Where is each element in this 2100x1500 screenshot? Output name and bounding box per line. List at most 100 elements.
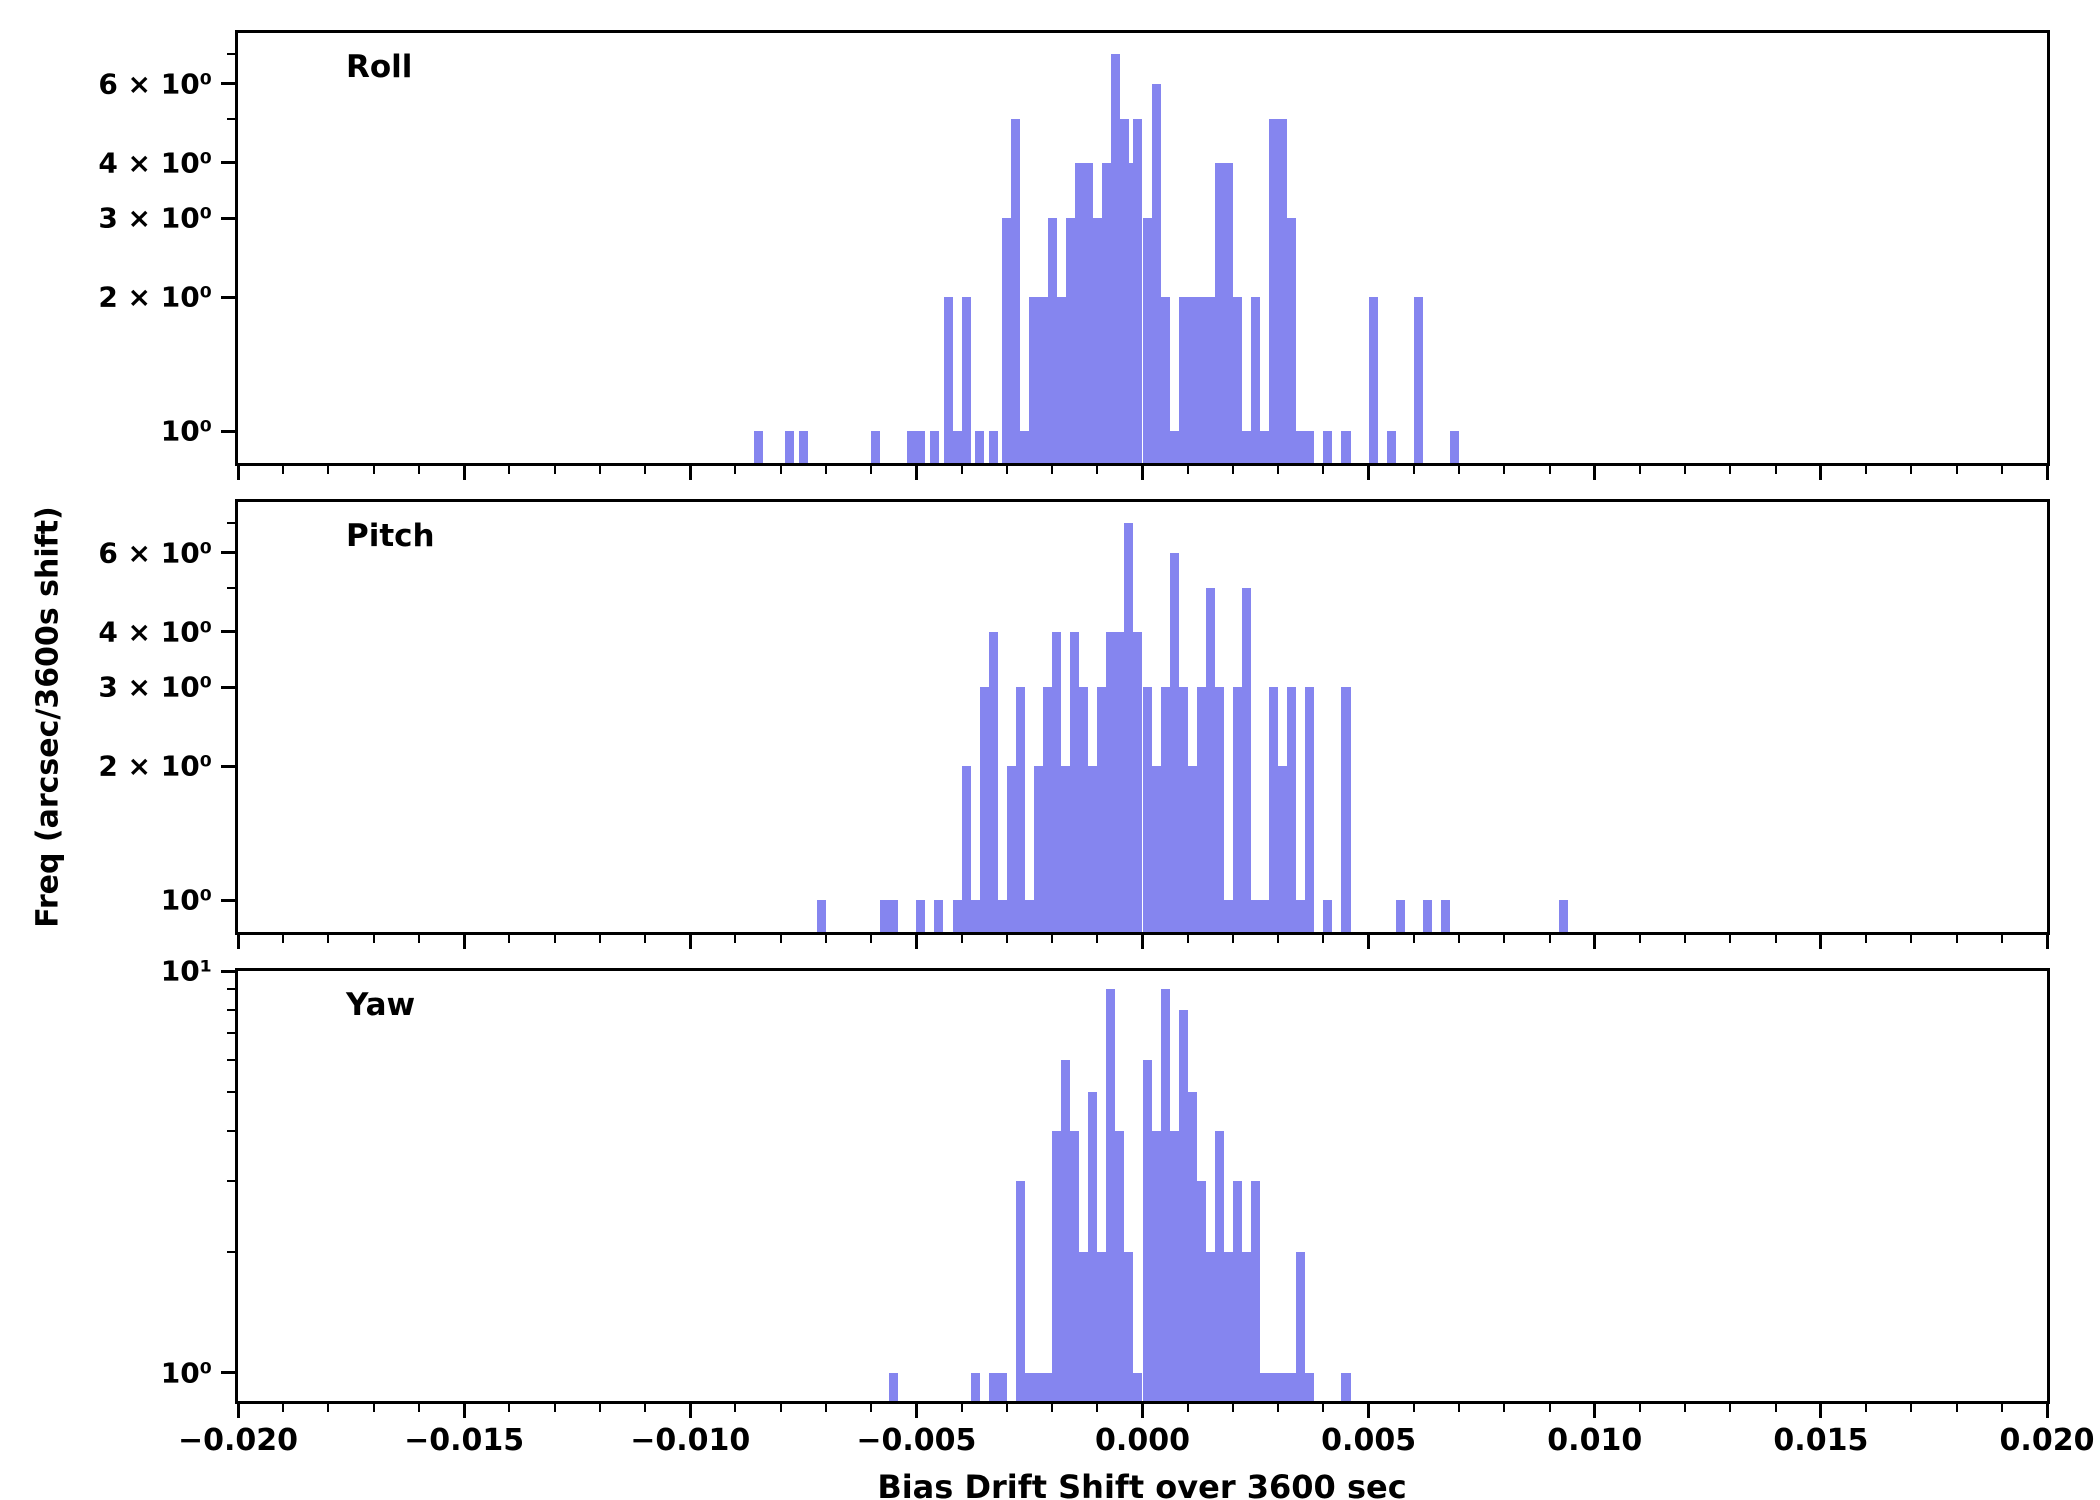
histogram-bar [1169, 1130, 1179, 1401]
x-tick-label: 0.000 [1095, 1423, 1190, 1458]
y-tick [221, 969, 235, 973]
histogram-bar [1323, 431, 1333, 463]
histogram-bar [1097, 1251, 1107, 1401]
histogram-bar [1011, 119, 1021, 463]
x-tick [1593, 1404, 1597, 1418]
histogram-bar [934, 900, 944, 932]
x-minor-tick [1865, 935, 1868, 943]
x-tick-label: 0.020 [1999, 1423, 2095, 1458]
x-tick [462, 466, 466, 480]
x-minor-tick [1005, 1404, 1008, 1412]
x-minor-tick [282, 935, 285, 943]
histogram-bar [1196, 687, 1206, 932]
histogram-bar [1052, 1130, 1062, 1401]
x-tick-label: 0.015 [1773, 1423, 1869, 1458]
x-tick [914, 1404, 918, 1418]
histogram-bar [952, 431, 962, 463]
histogram-bar [1278, 766, 1288, 932]
x-minor-tick [1051, 935, 1054, 943]
x-minor-tick [2000, 466, 2003, 474]
histogram-bar [1287, 218, 1297, 463]
histogram-bar [1074, 162, 1084, 463]
histogram-bar [1097, 687, 1107, 932]
x-minor-tick [598, 466, 601, 474]
x-minor-tick [644, 1404, 647, 1412]
histogram-bar [816, 900, 826, 932]
histogram-bar [1169, 431, 1179, 463]
x-minor-tick [417, 466, 420, 474]
histogram-bar [1178, 297, 1188, 463]
histogram-bar [1056, 297, 1066, 463]
histogram-bar [880, 900, 890, 932]
x-minor-tick [1412, 1404, 1415, 1412]
histogram-bar [1232, 297, 1242, 463]
panel-roll: Roll 10⁰ 2 × 10⁰ 3 × 10⁰ 4 × 10⁰ 6 × 10⁰ [98, 30, 2050, 480]
x-tick [2045, 466, 2049, 480]
x-minor-tick [1186, 1404, 1189, 1412]
x-minor-tick [1910, 935, 1913, 943]
x-minor-tick [1638, 935, 1641, 943]
y-minor-tick [227, 52, 235, 55]
y-tick [221, 295, 235, 299]
histogram-bar [1450, 431, 1460, 463]
histogram-bar [997, 1372, 1007, 1401]
histogram-bar [916, 431, 926, 463]
histogram-bar [1133, 631, 1143, 932]
histogram-bar [1558, 900, 1568, 932]
y-tick [221, 898, 235, 902]
x-minor-tick [1910, 1404, 1913, 1412]
histogram-bar [1083, 162, 1093, 463]
x-minor-tick [1684, 1404, 1687, 1412]
x-minor-tick [1548, 1404, 1551, 1412]
x-tick-label: −0.015 [404, 1423, 525, 1458]
x-minor-tick [1051, 466, 1054, 474]
x-minor-tick [960, 935, 963, 943]
y-tick-label: 6 × 10⁰ [98, 536, 212, 570]
histogram-bar [1323, 900, 1333, 932]
histogram-bar [1033, 766, 1043, 932]
y-tick [221, 429, 235, 433]
x-minor-tick [1638, 466, 1641, 474]
y-tick-label: 2 × 10⁰ [98, 749, 212, 783]
y-minor-tick [227, 521, 235, 524]
histogram-bar [1029, 297, 1039, 463]
histogram-bar [1061, 1060, 1071, 1401]
x-minor-tick [960, 466, 963, 474]
histogram-bar [1223, 900, 1233, 932]
x-minor-tick [372, 935, 375, 943]
x-minor-tick [1231, 466, 1234, 474]
histogram-bar [1115, 1130, 1125, 1401]
histogram-bar [1440, 900, 1451, 932]
x-minor-tick [1774, 466, 1777, 474]
histogram-bar [1386, 431, 1396, 463]
x-tick [236, 935, 240, 949]
x-tick [2045, 935, 2049, 949]
y-minor-tick [227, 1250, 235, 1253]
x-tick [1819, 1404, 1823, 1418]
x-tick-label: 0.010 [1547, 1423, 1643, 1458]
x-tick [236, 466, 240, 480]
x-minor-tick [960, 1404, 963, 1412]
histogram-bar [1115, 631, 1125, 932]
x-minor-tick [508, 466, 511, 474]
histogram-bar [943, 297, 953, 463]
histogram-bar [1043, 687, 1053, 932]
histogram-bar [1024, 900, 1034, 932]
histogram-bar [1214, 162, 1224, 463]
histogram-bar [1260, 900, 1270, 932]
y-minor-tick [227, 988, 235, 991]
y-tick-label: 2 × 10⁰ [98, 280, 212, 314]
x-minor-tick [1774, 1404, 1777, 1412]
histogram-bar [1088, 766, 1098, 932]
histogram-bar [1101, 162, 1111, 463]
histogram-bar [1088, 1091, 1098, 1401]
x-minor-tick [1322, 935, 1325, 943]
x-tick [236, 1404, 240, 1418]
histogram-bar [1006, 766, 1016, 932]
x-tick [914, 466, 918, 480]
x-minor-tick [1322, 466, 1325, 474]
histogram-bar [1142, 1060, 1152, 1401]
histogram-bar [1187, 1091, 1197, 1401]
y-tick-label: 3 × 10⁰ [98, 201, 212, 235]
